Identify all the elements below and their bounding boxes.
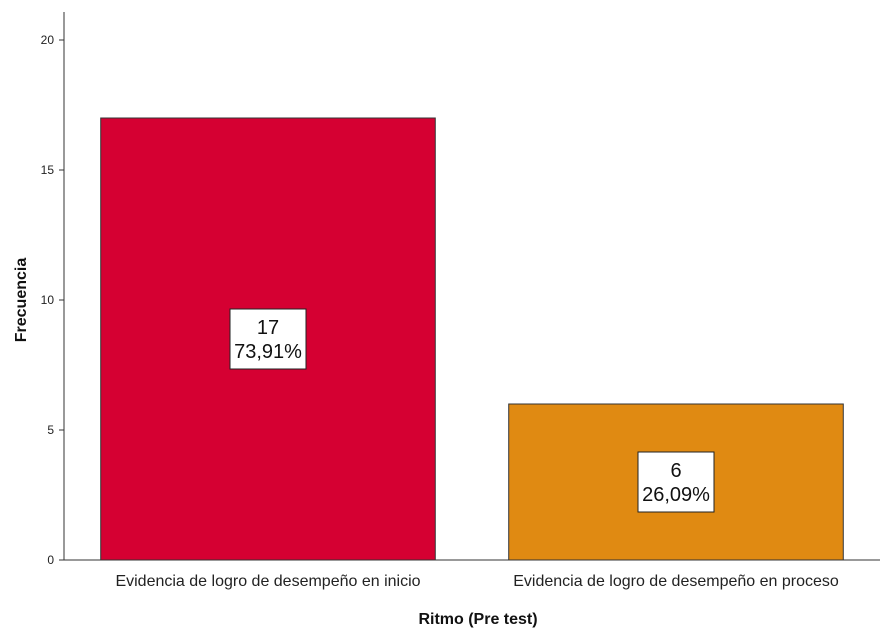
- y-ticks: 0 5 10 15 20: [41, 33, 64, 567]
- data-label-count: 17: [257, 317, 279, 339]
- category-label: Evidencia de logro de desempeño en inici…: [115, 573, 420, 590]
- y-axis-title: Frecuencia: [13, 258, 30, 343]
- category-label: Evidencia de logro de desempeño en proce…: [513, 573, 839, 590]
- y-tick-label: 0: [47, 553, 54, 567]
- y-tick-label: 20: [41, 33, 55, 47]
- y-tick-label: 10: [41, 293, 55, 307]
- data-label-box: [229, 308, 307, 370]
- data-label-box: [637, 451, 715, 513]
- y-tick-label: 5: [47, 423, 54, 437]
- bars: [100, 117, 844, 561]
- data-label-percent: 73,91%: [234, 341, 302, 363]
- data-label-count: 6: [670, 460, 681, 482]
- x-axis-title: Ritmo (Pre test): [418, 611, 537, 628]
- category-labels: Evidencia de logro de desempeño en inici…: [115, 573, 838, 590]
- data-label-percent: 26,09%: [642, 484, 710, 506]
- y-tick-label: 15: [41, 163, 55, 177]
